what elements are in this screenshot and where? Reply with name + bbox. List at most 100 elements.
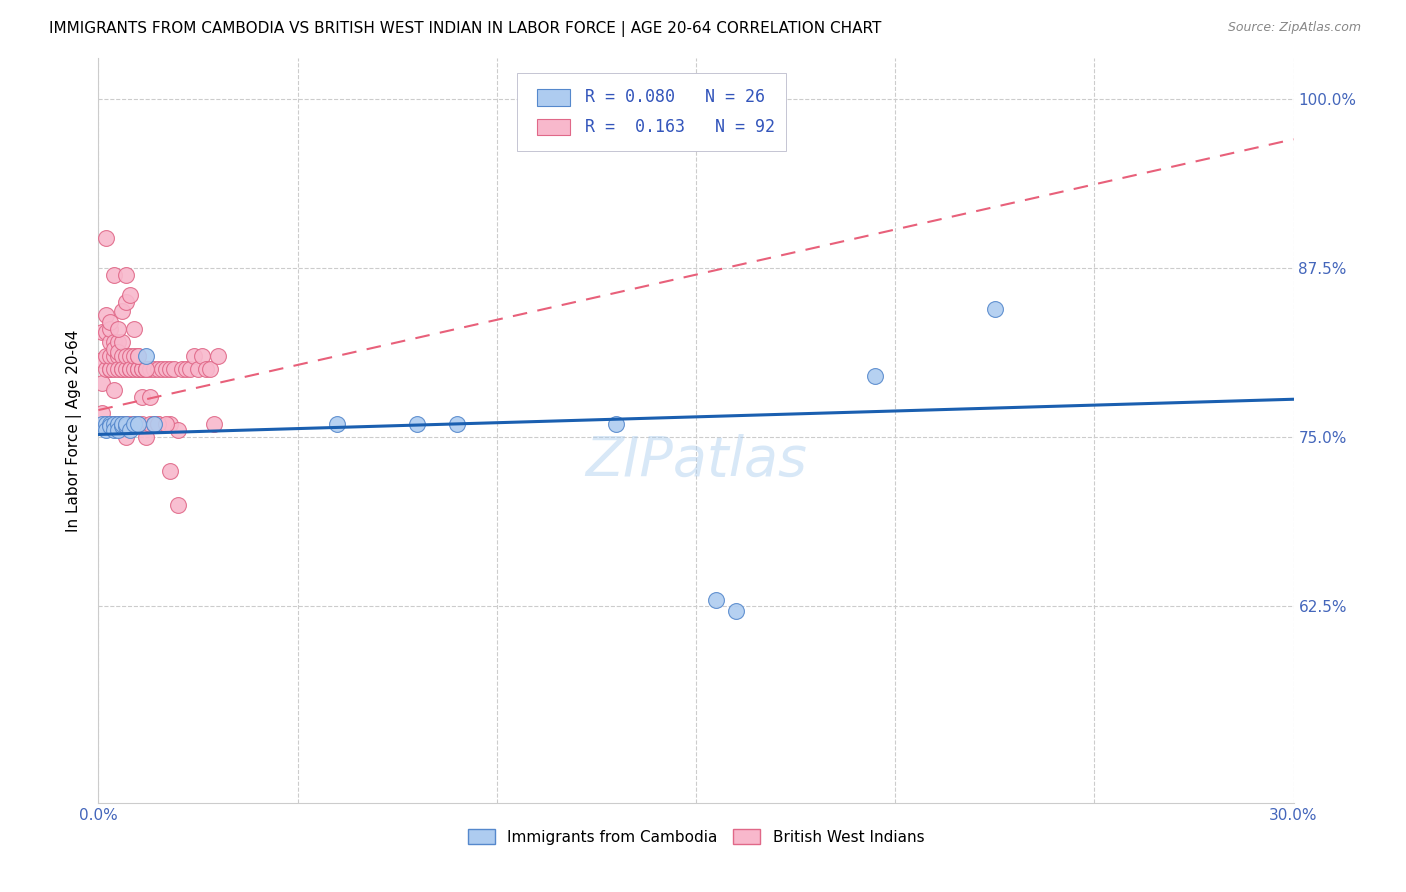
Point	[98, 362, 122, 376]
Point	[107, 349, 129, 363]
Point	[167, 424, 190, 438]
Point	[107, 417, 129, 431]
Point	[115, 417, 138, 431]
Point	[127, 417, 149, 431]
Point	[98, 315, 122, 329]
Point	[120, 349, 142, 363]
Point	[865, 369, 887, 384]
Point	[98, 335, 122, 350]
Point	[111, 417, 134, 431]
Point	[96, 349, 118, 363]
FancyBboxPatch shape	[537, 89, 571, 105]
Point	[103, 417, 125, 431]
Point	[124, 349, 146, 363]
Point	[195, 362, 218, 376]
Point	[724, 603, 747, 617]
Point	[191, 349, 214, 363]
Point	[120, 424, 142, 438]
FancyBboxPatch shape	[537, 119, 571, 136]
Point	[98, 349, 122, 363]
Point	[148, 417, 170, 431]
Point	[124, 417, 146, 431]
Point	[98, 417, 122, 431]
Point	[406, 417, 429, 431]
Point	[202, 417, 225, 431]
Point	[115, 349, 138, 363]
Point	[111, 419, 134, 434]
Point	[96, 417, 118, 431]
Point	[135, 362, 157, 376]
Point	[98, 417, 122, 431]
Point	[326, 417, 349, 431]
Point	[984, 301, 1007, 316]
Point	[107, 424, 129, 438]
Point	[107, 322, 129, 336]
Point	[103, 424, 125, 438]
Point	[96, 325, 118, 339]
Point	[120, 288, 142, 302]
Text: IMMIGRANTS FROM CAMBODIA VS BRITISH WEST INDIAN IN LABOR FORCE | AGE 20-64 CORRE: IMMIGRANTS FROM CAMBODIA VS BRITISH WEST…	[49, 21, 882, 37]
Y-axis label: In Labor Force | Age 20-64: In Labor Force | Age 20-64	[66, 329, 83, 532]
Point	[103, 417, 125, 431]
Point	[139, 417, 162, 431]
Point	[446, 417, 468, 431]
Point	[120, 362, 142, 376]
Point	[103, 362, 125, 376]
Point	[115, 430, 138, 444]
Point	[605, 417, 627, 431]
Point	[103, 268, 125, 282]
Point	[115, 362, 138, 376]
Point	[139, 362, 162, 376]
Point	[98, 419, 122, 434]
Point	[111, 362, 134, 376]
Point	[159, 417, 181, 431]
Point	[96, 308, 118, 322]
Point	[150, 362, 173, 376]
Point	[115, 268, 138, 282]
Point	[198, 362, 221, 376]
Point	[96, 231, 118, 245]
Point	[115, 417, 138, 431]
Point	[148, 362, 170, 376]
Point	[143, 417, 166, 431]
Point	[124, 362, 146, 376]
Point	[111, 349, 134, 363]
Point	[131, 417, 153, 431]
Point	[103, 335, 125, 350]
Point	[167, 498, 190, 512]
Point	[139, 390, 162, 404]
Point	[155, 417, 177, 431]
Point	[96, 417, 118, 431]
Legend: Immigrants from Cambodia, British West Indians: Immigrants from Cambodia, British West I…	[461, 823, 931, 851]
Point	[107, 335, 129, 350]
Point	[91, 325, 114, 339]
Point	[91, 376, 114, 390]
Point	[131, 362, 153, 376]
Point	[155, 362, 177, 376]
Point	[135, 362, 157, 376]
Point	[120, 362, 142, 376]
FancyBboxPatch shape	[517, 73, 786, 151]
Point	[96, 424, 118, 438]
Point	[124, 322, 146, 336]
Point	[103, 383, 125, 397]
Point	[91, 406, 114, 420]
Point	[91, 353, 114, 368]
Point	[120, 417, 142, 431]
Point	[174, 362, 197, 376]
Point	[127, 349, 149, 363]
Point	[148, 417, 170, 431]
Point	[704, 592, 727, 607]
Point	[107, 344, 129, 359]
Point	[96, 362, 118, 376]
Point	[143, 417, 166, 431]
Point	[159, 464, 181, 478]
Point	[127, 362, 149, 376]
Text: Source: ZipAtlas.com: Source: ZipAtlas.com	[1227, 21, 1361, 34]
Point	[98, 417, 122, 431]
Text: R = 0.080   N = 26: R = 0.080 N = 26	[585, 88, 765, 106]
Point	[124, 417, 146, 431]
Point	[179, 362, 201, 376]
Point	[207, 349, 229, 363]
Point	[98, 362, 122, 376]
